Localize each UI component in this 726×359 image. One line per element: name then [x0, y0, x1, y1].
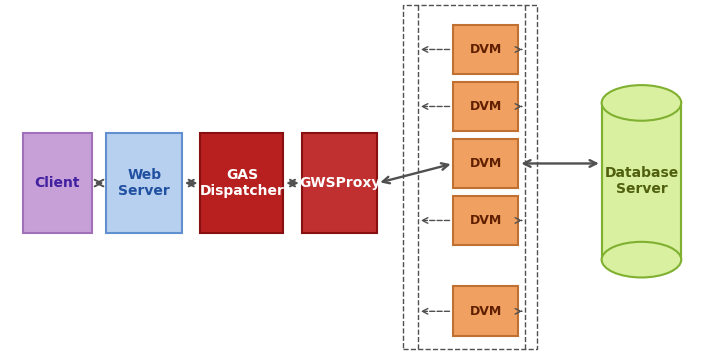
FancyBboxPatch shape [454, 24, 518, 74]
Text: DVM: DVM [470, 100, 502, 113]
FancyBboxPatch shape [301, 133, 378, 233]
Text: DVM: DVM [470, 305, 502, 318]
Polygon shape [602, 103, 681, 260]
FancyBboxPatch shape [454, 81, 518, 131]
FancyBboxPatch shape [23, 133, 91, 233]
Bar [403, 5, 537, 349]
Text: DVM: DVM [470, 157, 502, 170]
FancyBboxPatch shape [454, 286, 518, 336]
Text: DVM: DVM [470, 214, 502, 227]
Text: Client: Client [35, 176, 80, 190]
Text: GWSProxy: GWSProxy [299, 176, 380, 190]
FancyBboxPatch shape [106, 133, 182, 233]
Text: GAS
Dispatcher: GAS Dispatcher [200, 168, 285, 198]
FancyBboxPatch shape [200, 133, 283, 233]
Ellipse shape [602, 85, 681, 121]
Text: Web
Server: Web Server [118, 168, 170, 198]
Text: DVM: DVM [470, 43, 502, 56]
FancyBboxPatch shape [454, 196, 518, 246]
Ellipse shape [602, 242, 681, 278]
Text: Database
Server: Database Server [604, 166, 679, 196]
FancyBboxPatch shape [454, 139, 518, 188]
